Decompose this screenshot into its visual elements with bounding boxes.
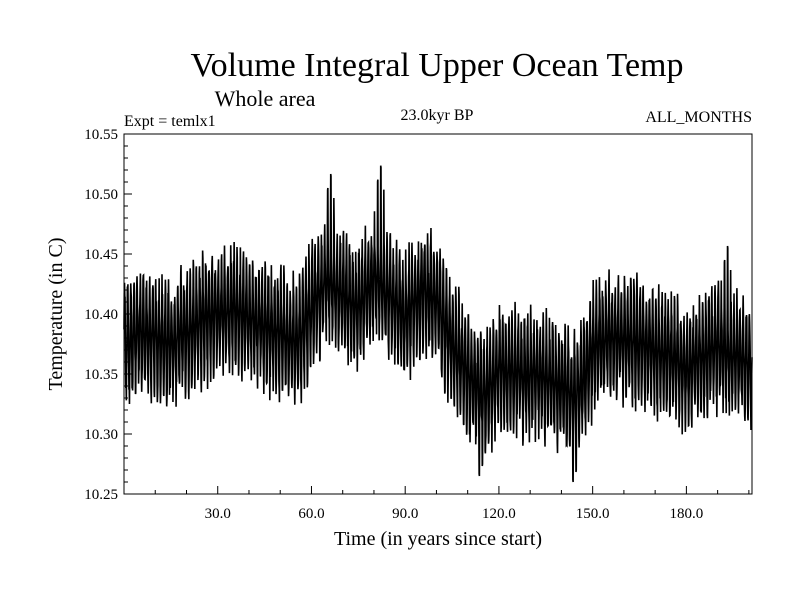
x-tick-label: 30.0 [205, 506, 231, 522]
chart-title: Volume Integral Upper Ocean Temp [191, 47, 684, 84]
x-axis-label: Time (in years since start) [334, 528, 542, 550]
x-tick-label: 90.0 [392, 506, 418, 522]
y-tick-label: 10.25 [84, 487, 118, 503]
y-axis-ticks: 10.25 10.30 10.35 10.40 10.45 10.50 10.55 [84, 127, 132, 503]
y-tick-label: 10.55 [84, 127, 118, 143]
x-axis-ticks: 30.0 60.0 90.0 120.0 150.0 180.0 [154, 486, 750, 522]
plot-area: 30.0 60.0 90.0 120.0 150.0 180.0 10.2510.3010… [84, 127, 753, 522]
y-tick-label: 10.45 [84, 247, 118, 263]
y-tick-label: 10.50 [84, 187, 118, 203]
chart-subtitle: Whole area [215, 86, 316, 111]
months-label: ALL_MONTHS [645, 109, 752, 126]
series-line-all-months [123, 165, 753, 483]
x-tick-label: 180.0 [670, 506, 704, 522]
y-tick-label: 10.35 [84, 367, 118, 383]
y-tick-label: 10.40 [84, 307, 118, 323]
x-tick-label: 150.0 [576, 506, 610, 522]
x-tick-label: 120.0 [482, 506, 516, 522]
experiment-label: Expt = temlx1 [124, 113, 216, 130]
y-axis-label: Temperature (in C) [45, 238, 67, 391]
x-tick-label: 60.0 [298, 506, 324, 522]
series-group [123, 165, 753, 483]
y-tick-label: 10.30 [84, 427, 118, 443]
period-label: 23.0kyr BP [401, 107, 474, 124]
